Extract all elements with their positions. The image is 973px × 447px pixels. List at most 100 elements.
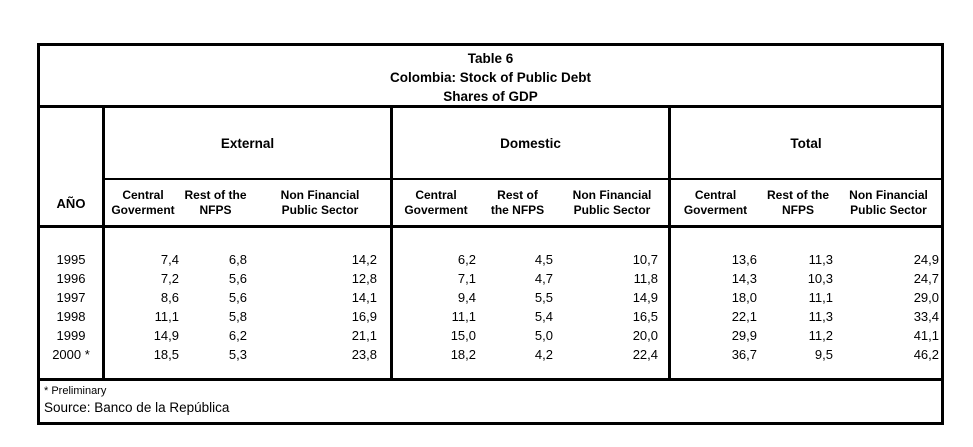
value-cell: 15,0 bbox=[450, 328, 476, 343]
value-cell: 16,9 bbox=[351, 309, 377, 324]
value-cell: 36,7 bbox=[731, 347, 757, 362]
value-cell: 11,3 bbox=[808, 252, 833, 267]
year-cell: 1996 bbox=[56, 271, 86, 286]
year-cell: 1997 bbox=[56, 290, 86, 305]
preliminary-note: * Preliminary bbox=[44, 385, 107, 397]
group-header-external: External Central Goverment Rest of the N… bbox=[105, 108, 393, 225]
value-cell: 5,3 bbox=[228, 347, 247, 362]
value-cell: 7,1 bbox=[457, 271, 476, 286]
value-cell: 11,3 bbox=[808, 309, 833, 324]
value-cell: 5,4 bbox=[534, 309, 553, 324]
value-cell: 24,9 bbox=[913, 252, 939, 267]
value-cell: 8,6 bbox=[160, 290, 179, 305]
value-cell: 11,1 bbox=[451, 309, 476, 324]
col-header-line: Rest of the bbox=[184, 187, 247, 202]
subheaders-external: Central Goverment Rest of the NFPS Non F… bbox=[105, 180, 390, 225]
value-cell: 14,2 bbox=[351, 252, 377, 267]
value-cell: 11,1 bbox=[154, 309, 179, 324]
group-header-total: Total Central Goverment Rest of the NFPS… bbox=[671, 108, 941, 225]
col-header-central-goverment-total: Central Goverment bbox=[671, 188, 760, 218]
value-cell: 24,7 bbox=[913, 271, 939, 286]
col-header-line: Goverment bbox=[111, 202, 175, 217]
public-debt-table: Table 6 Colombia: Stock of Public Debt S… bbox=[37, 43, 944, 425]
value-cell: 22,1 bbox=[731, 309, 757, 324]
value-cell: 5,6 bbox=[228, 290, 247, 305]
col-header-central-goverment-domestic: Central Goverment bbox=[393, 188, 479, 218]
col-header-line: Rest of bbox=[497, 187, 538, 202]
table-header: AÑO External Central Goverment Rest of t… bbox=[40, 108, 941, 228]
data-row-domestic: 15,0 5,0 20,0 bbox=[393, 326, 668, 345]
value-cell: 33,4 bbox=[913, 309, 939, 324]
col-header-line: Non Financial bbox=[849, 187, 928, 202]
value-cell: 11,8 bbox=[633, 271, 658, 286]
value-cell: 9,4 bbox=[457, 290, 476, 305]
value-cell: 6,8 bbox=[228, 252, 247, 267]
table-footer: * Preliminary Source: Banco de la Repúbl… bbox=[40, 378, 941, 422]
subheaders-total: Central Goverment Rest of the NFPS Non F… bbox=[671, 180, 941, 225]
value-cell: 18,2 bbox=[450, 347, 476, 362]
data-row-domestic: 11,1 5,4 16,5 bbox=[393, 307, 668, 326]
col-header-line: Goverment bbox=[683, 202, 748, 217]
data-row-total: 22,1 11,3 33,4 bbox=[671, 307, 941, 326]
value-cell: 7,4 bbox=[160, 252, 179, 267]
col-header-line: Non Financial bbox=[572, 187, 652, 202]
data-column-external: 7,4 6,8 14,2 7,2 5,6 12,8 8,6 5,6 14,1 1… bbox=[105, 228, 393, 378]
value-cell: 10,3 bbox=[807, 271, 833, 286]
value-cell: 10,7 bbox=[632, 252, 658, 267]
year-cell: 1998 bbox=[56, 309, 86, 324]
data-row-external: 8,6 5,6 14,1 bbox=[105, 288, 390, 307]
col-header-line: Rest of the bbox=[766, 187, 829, 202]
value-cell: 14,9 bbox=[632, 290, 658, 305]
data-row-domestic: 7,1 4,7 11,8 bbox=[393, 269, 668, 288]
value-cell: 4,7 bbox=[534, 271, 553, 286]
table-number: Table 6 bbox=[467, 51, 514, 66]
value-cell: 11,1 bbox=[808, 290, 833, 305]
value-cell: 14,3 bbox=[731, 271, 757, 286]
value-cell: 13,6 bbox=[731, 252, 757, 267]
value-cell: 9,5 bbox=[814, 347, 833, 362]
value-cell: 12,8 bbox=[351, 271, 377, 286]
table-subtitle: Shares of GDP bbox=[443, 89, 538, 104]
value-cell: 18,5 bbox=[153, 347, 179, 362]
data-row-domestic: 9,4 5,5 14,9 bbox=[393, 288, 668, 307]
value-cell: 14,1 bbox=[351, 290, 377, 305]
data-row-external: 14,9 6,2 21,1 bbox=[105, 326, 390, 345]
col-header-line: Non Financial bbox=[280, 187, 360, 202]
year-cell: 1999 bbox=[56, 328, 86, 343]
data-row-domestic: 6,2 4,5 10,7 bbox=[393, 250, 668, 269]
data-row-external: 18,5 5,3 23,8 bbox=[105, 345, 390, 364]
year-cell: 1995 bbox=[56, 252, 86, 267]
data-column-domestic: 6,2 4,5 10,7 7,1 4,7 11,8 9,4 5,5 14,9 1… bbox=[393, 228, 671, 378]
col-header-non-financial-external: Non Financial Public Sector bbox=[250, 188, 390, 218]
value-cell: 5,0 bbox=[534, 328, 553, 343]
value-cell: 11,2 bbox=[808, 328, 833, 343]
value-cell: 46,2 bbox=[913, 347, 939, 362]
col-header-line: Goverment bbox=[404, 202, 468, 217]
value-cell: 6,2 bbox=[228, 328, 247, 343]
data-row-total: 14,3 10,3 24,7 bbox=[671, 269, 941, 288]
data-column-total: 13,6 11,3 24,9 14,3 10,3 24,7 18,0 11,1 … bbox=[671, 228, 941, 378]
col-header-line: Central bbox=[694, 187, 737, 202]
col-header-line: Public Sector bbox=[281, 202, 359, 217]
subheaders-domestic: Central Goverment Rest of the NFPS Non F… bbox=[393, 180, 668, 225]
value-cell: 5,8 bbox=[228, 309, 247, 324]
value-cell: 4,2 bbox=[534, 347, 553, 362]
value-cell: 5,6 bbox=[228, 271, 247, 286]
value-cell: 29,0 bbox=[913, 290, 939, 305]
col-header-line: NFPS bbox=[781, 202, 814, 217]
year-column-header: AÑO bbox=[40, 108, 105, 225]
col-header-line: the NFPS bbox=[490, 202, 545, 217]
group-header-domestic: Domestic Central Goverment Rest of the N… bbox=[393, 108, 671, 225]
col-header-rest-of-nfps-external: Rest of the NFPS bbox=[181, 188, 250, 218]
value-cell: 16,5 bbox=[632, 309, 658, 324]
col-header-line: Central bbox=[415, 187, 457, 202]
table-body: 1995 1996 1997 1998 1999 2000 * 7,4 6,8 … bbox=[40, 228, 941, 378]
value-cell: 7,2 bbox=[160, 271, 179, 286]
col-header-central-goverment-external: Central Goverment bbox=[105, 188, 181, 218]
data-row-external: 11,1 5,8 16,9 bbox=[105, 307, 390, 326]
data-row-total: 18,0 11,1 29,0 bbox=[671, 288, 941, 307]
col-header-line: Central bbox=[122, 187, 164, 202]
group-label-external: External bbox=[105, 108, 390, 180]
data-row-total: 36,7 9,5 46,2 bbox=[671, 345, 941, 364]
value-cell: 5,5 bbox=[534, 290, 553, 305]
